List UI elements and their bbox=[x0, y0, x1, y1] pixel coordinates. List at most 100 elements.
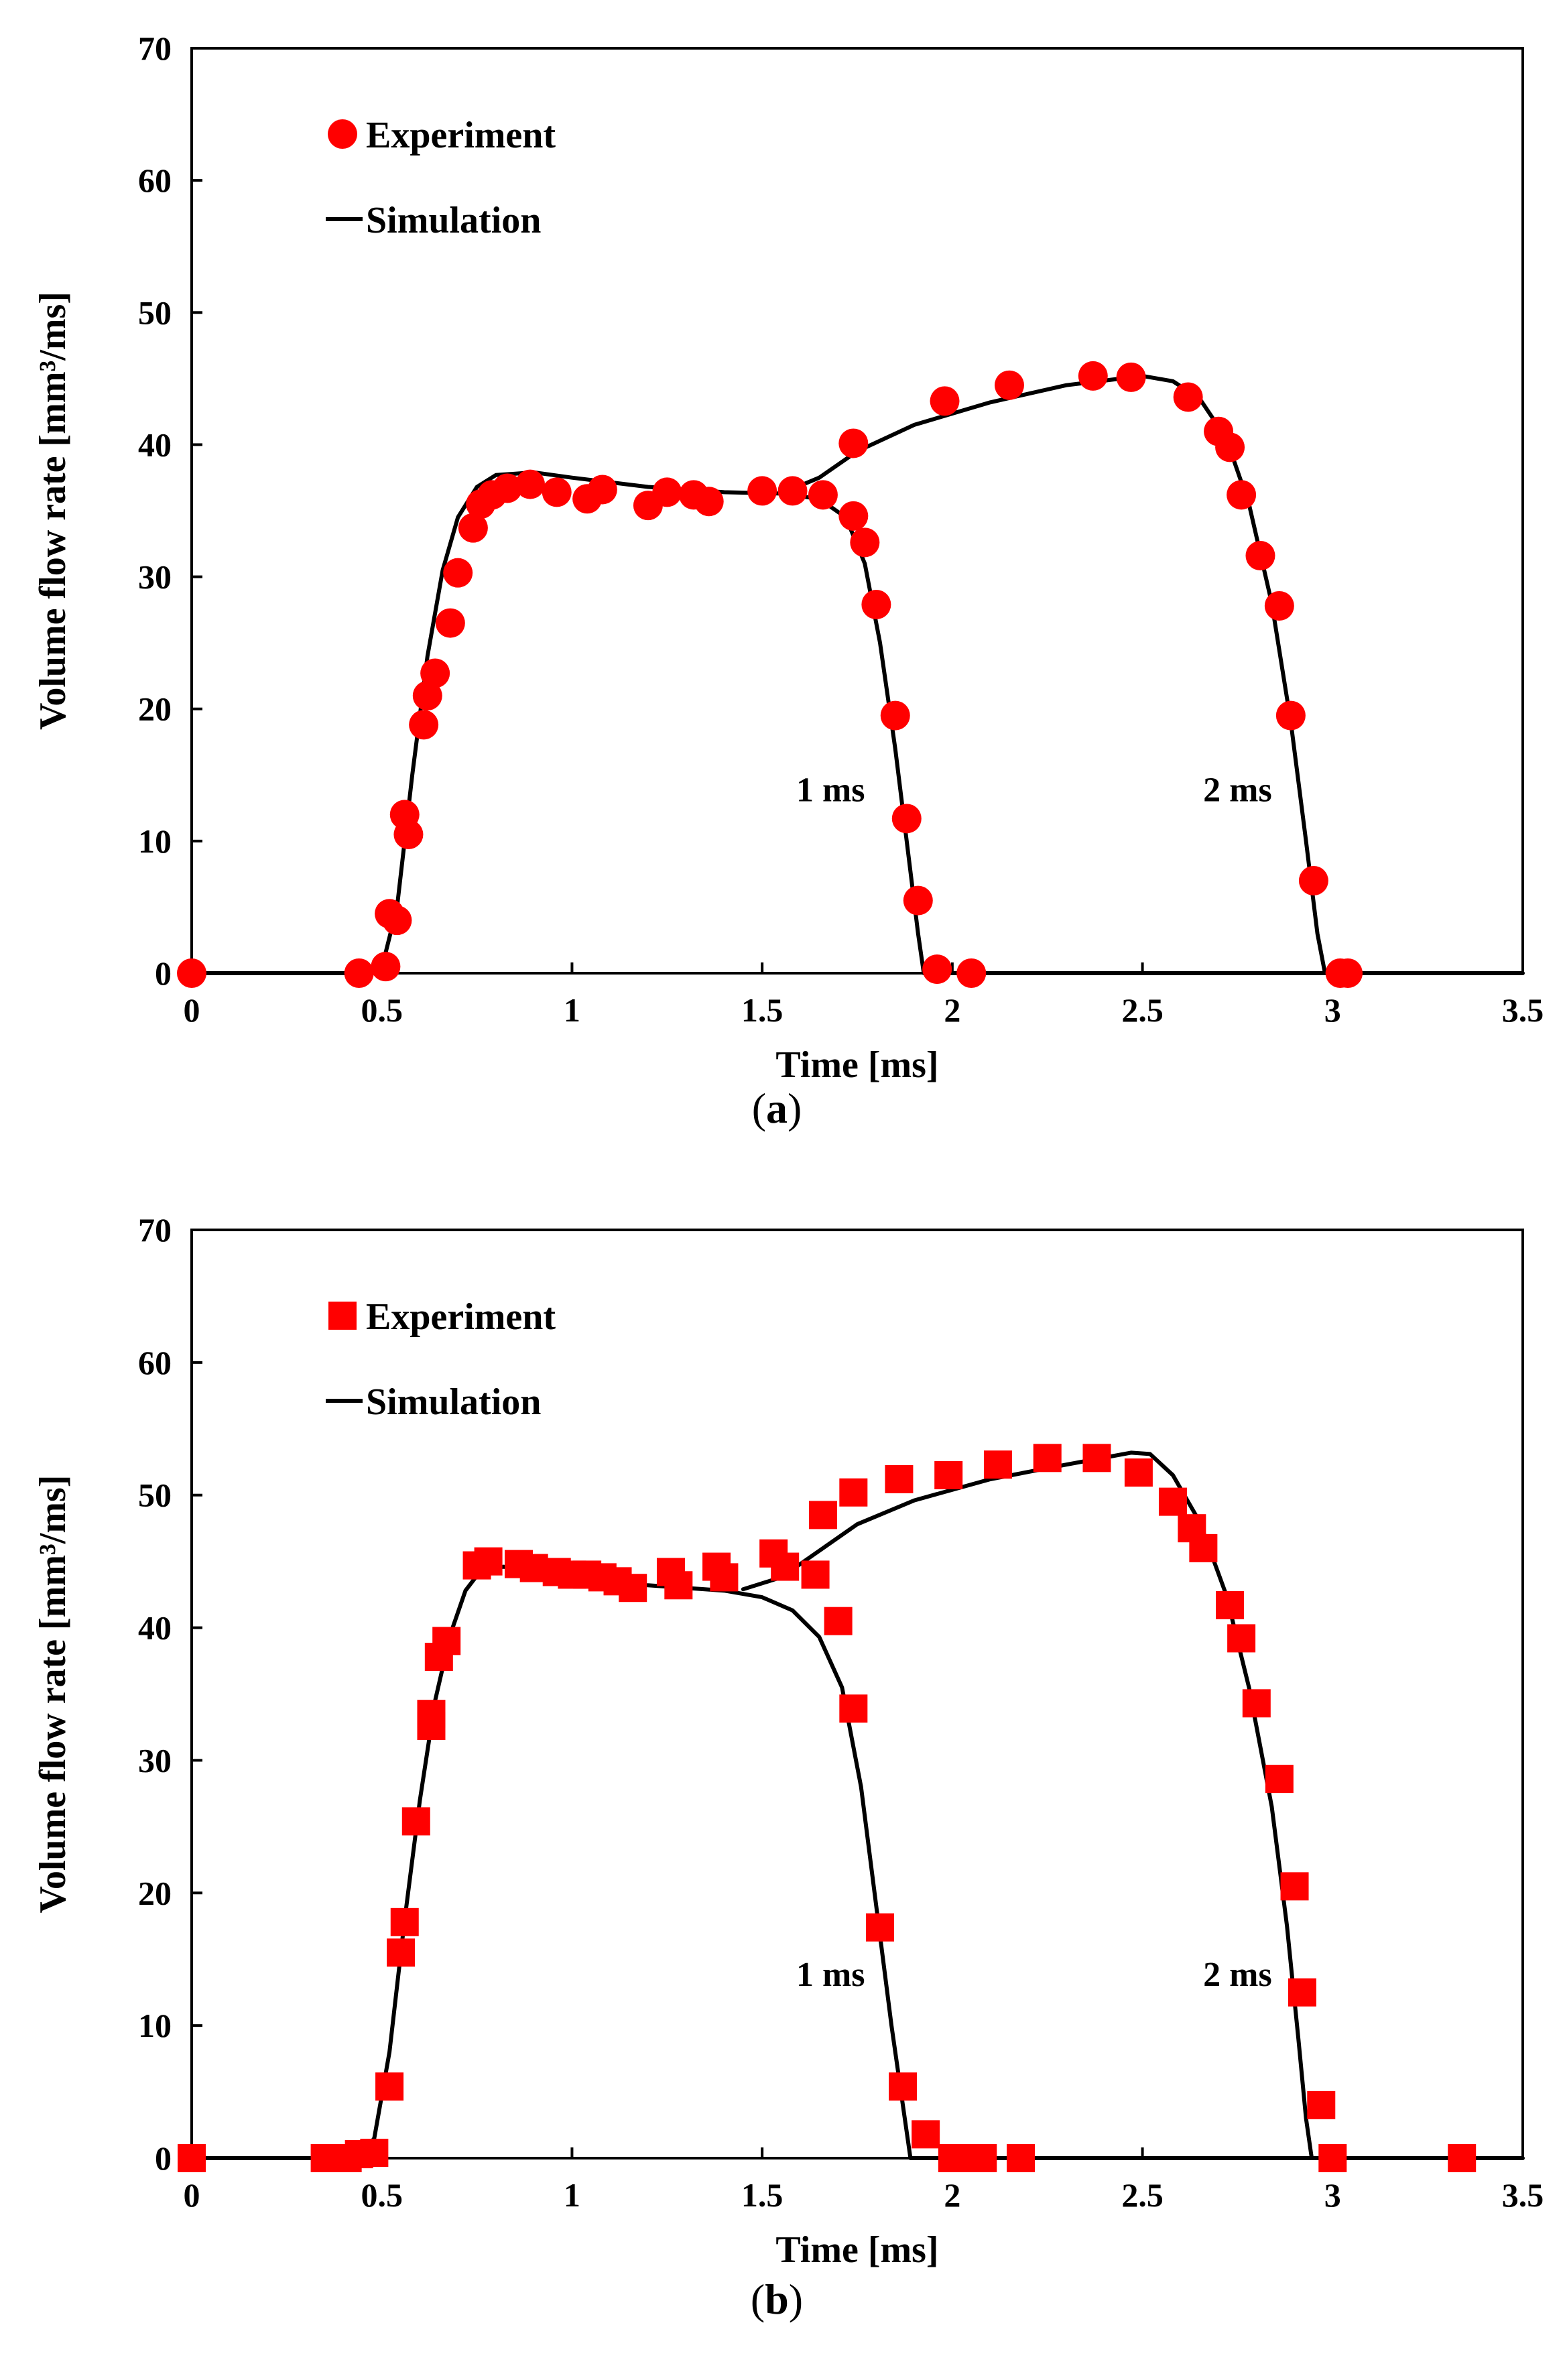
y-tick-label: 20 bbox=[138, 690, 172, 728]
experiment-point bbox=[619, 1574, 647, 1603]
y-tick-label: 0 bbox=[155, 2139, 172, 2177]
experiment-point bbox=[838, 501, 869, 531]
experiment-point bbox=[344, 958, 374, 988]
x-tick-label: 1.5 bbox=[741, 991, 784, 1029]
x-tick-label: 3 bbox=[1324, 2176, 1341, 2214]
experiment-point bbox=[1082, 1444, 1111, 1473]
experiment-point bbox=[777, 476, 808, 506]
y-tick-label: 60 bbox=[138, 162, 172, 199]
y-tick-label: 50 bbox=[138, 1477, 172, 1514]
experiment-point bbox=[375, 2072, 404, 2101]
experiment-point bbox=[1078, 361, 1108, 391]
caption-close: ) bbox=[788, 1084, 802, 1132]
experiment-point bbox=[664, 1571, 693, 1600]
experiment-point bbox=[922, 954, 952, 985]
experiment-point bbox=[1242, 1689, 1271, 1718]
y-tick-label: 20 bbox=[138, 1874, 172, 1912]
experiment-point bbox=[808, 1501, 837, 1529]
experiment-point bbox=[839, 1478, 868, 1507]
experiment-point bbox=[1158, 1487, 1187, 1516]
x-tick-label: 0 bbox=[184, 2176, 200, 2214]
experiment-point bbox=[417, 1700, 446, 1729]
x-tick-label: 0.5 bbox=[361, 991, 403, 1029]
experiment-point bbox=[801, 1560, 830, 1589]
experiment-point bbox=[1318, 2144, 1347, 2172]
experiment-point bbox=[382, 905, 412, 936]
experiment-point bbox=[387, 1938, 416, 1967]
y-tick-label: 10 bbox=[138, 2007, 172, 2044]
experiment-point bbox=[880, 700, 910, 731]
legend-simulation-label: Simulation bbox=[366, 1381, 541, 1423]
experiment-point bbox=[1116, 362, 1146, 392]
experiment-point bbox=[401, 1807, 430, 1836]
experiment-point bbox=[824, 1607, 853, 1635]
x-tick-label: 2 bbox=[944, 2176, 960, 2214]
y-axis-title: Volume flow rate [mm³/ms] bbox=[32, 292, 74, 730]
experiment-point bbox=[1227, 1624, 1256, 1653]
x-tick-label: 1.5 bbox=[741, 2176, 784, 2214]
plot-frame bbox=[190, 47, 1524, 975]
experiment-point bbox=[839, 1694, 868, 1723]
experiment-point bbox=[885, 1464, 914, 1493]
experiment-point bbox=[694, 487, 724, 517]
experiment-point bbox=[710, 1563, 739, 1592]
experiment-point bbox=[435, 608, 465, 638]
caption-open: ( bbox=[751, 2275, 765, 2323]
y-tick-label: 30 bbox=[138, 1741, 172, 1779]
y-tick-label: 30 bbox=[138, 558, 172, 596]
experiment-point bbox=[1448, 2144, 1477, 2172]
experiment-point bbox=[1124, 1458, 1153, 1487]
experiment-point bbox=[178, 2144, 206, 2172]
experiment-point bbox=[515, 469, 546, 499]
caption-close: ) bbox=[789, 2275, 803, 2323]
y-tick-label: 50 bbox=[138, 294, 172, 331]
experiment-point bbox=[861, 589, 891, 619]
experiment-point bbox=[808, 480, 838, 510]
simulation-line-1-ms bbox=[190, 1564, 1525, 2160]
x-tick-label: 2 bbox=[944, 991, 960, 1029]
experiment-point bbox=[652, 477, 682, 507]
annotation-label: 2 ms bbox=[1203, 771, 1272, 810]
plot-frame bbox=[190, 1229, 1524, 2159]
y-tick-label: 40 bbox=[138, 426, 172, 463]
x-tick-label: 1 bbox=[564, 991, 580, 1029]
simulation-line-2-ms bbox=[779, 373, 1327, 975]
x-tick-label: 0 bbox=[184, 991, 200, 1029]
experiment-point bbox=[956, 958, 987, 988]
experiment-point bbox=[983, 1450, 1012, 1479]
experiment-point bbox=[1006, 2144, 1035, 2172]
experiment-point bbox=[850, 527, 880, 558]
experiment-point bbox=[458, 513, 488, 543]
y-tick-label: 70 bbox=[138, 29, 172, 67]
x-tick-label: 3.5 bbox=[1502, 2176, 1544, 2214]
experiment-point bbox=[371, 952, 401, 982]
annotation-label: 2 ms bbox=[1203, 1956, 1272, 1994]
x-tick-label: 3 bbox=[1324, 991, 1341, 1029]
experiment-point bbox=[1288, 1978, 1316, 2007]
legend-simulation-label: Simulation bbox=[366, 200, 541, 241]
experiment-point bbox=[1227, 480, 1257, 510]
experiment-point bbox=[360, 2139, 389, 2168]
experiment-point bbox=[968, 2144, 997, 2172]
experiment-point bbox=[1275, 700, 1306, 731]
experiment-point bbox=[177, 958, 206, 988]
panel-caption: (a) bbox=[752, 1084, 802, 1132]
experiment-point bbox=[587, 475, 617, 505]
y-tick-label: 0 bbox=[155, 954, 172, 992]
experiment-point bbox=[771, 1552, 800, 1581]
experiment-point bbox=[1215, 432, 1245, 462]
x-axis-title: Time [ms] bbox=[775, 1044, 938, 1086]
x-tick-label: 2.5 bbox=[1121, 2176, 1164, 2214]
experiment-point bbox=[409, 710, 439, 740]
experiment-point bbox=[1332, 958, 1363, 988]
experiment-point bbox=[1298, 866, 1328, 895]
experiment-point bbox=[443, 558, 473, 588]
experiment-point bbox=[1033, 1444, 1062, 1473]
legend-experiment-label: Experiment bbox=[366, 1296, 556, 1338]
y-tick-label: 60 bbox=[138, 1344, 172, 1381]
caption-open: ( bbox=[752, 1084, 766, 1132]
experiment-point bbox=[492, 473, 522, 503]
experiment-point bbox=[1280, 1872, 1309, 1901]
experiment-point bbox=[432, 1627, 461, 1655]
